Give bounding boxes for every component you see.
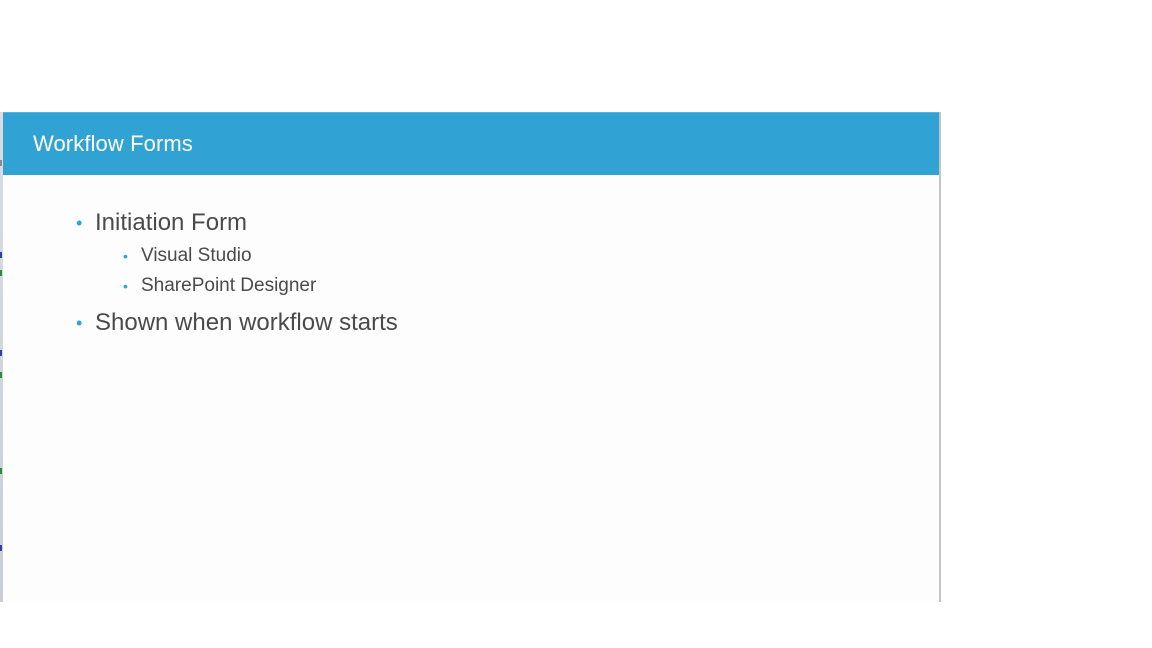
background-mark <box>0 468 2 474</box>
bullet-text: Shown when workflow starts <box>95 309 398 336</box>
slide-header: Workflow Forms <box>3 112 939 175</box>
background-window-edge <box>0 112 3 602</box>
bullet-text: Initiation Form <box>95 209 248 236</box>
sub-bullet-item: • SharePoint Designer <box>123 271 939 301</box>
sub-bullet-item: • Visual Studio <box>123 241 939 271</box>
background-mark <box>0 350 2 356</box>
sub-bullet-text: Visual Studio <box>141 245 252 266</box>
slide-body: • Initiation Form • Visual Studio • Shar… <box>3 175 939 341</box>
sub-bullet-text: SharePoint Designer <box>141 275 317 296</box>
bullet-item: • Shown when workflow starts <box>76 305 939 341</box>
slide-title: Workflow Forms <box>33 131 193 156</box>
slide: Workflow Forms • Initiation Form • Visua… <box>3 112 941 602</box>
bullet-icon: • <box>76 212 83 233</box>
background-mark <box>0 160 2 166</box>
bullet-item: • Initiation Form <box>76 205 939 241</box>
bullet-icon: • <box>123 278 128 294</box>
bullet-icon: • <box>123 248 128 264</box>
background-mark <box>0 372 2 378</box>
background-mark <box>0 270 2 276</box>
background-mark <box>0 545 2 551</box>
background-mark <box>0 252 2 258</box>
bullet-icon: • <box>76 312 83 333</box>
